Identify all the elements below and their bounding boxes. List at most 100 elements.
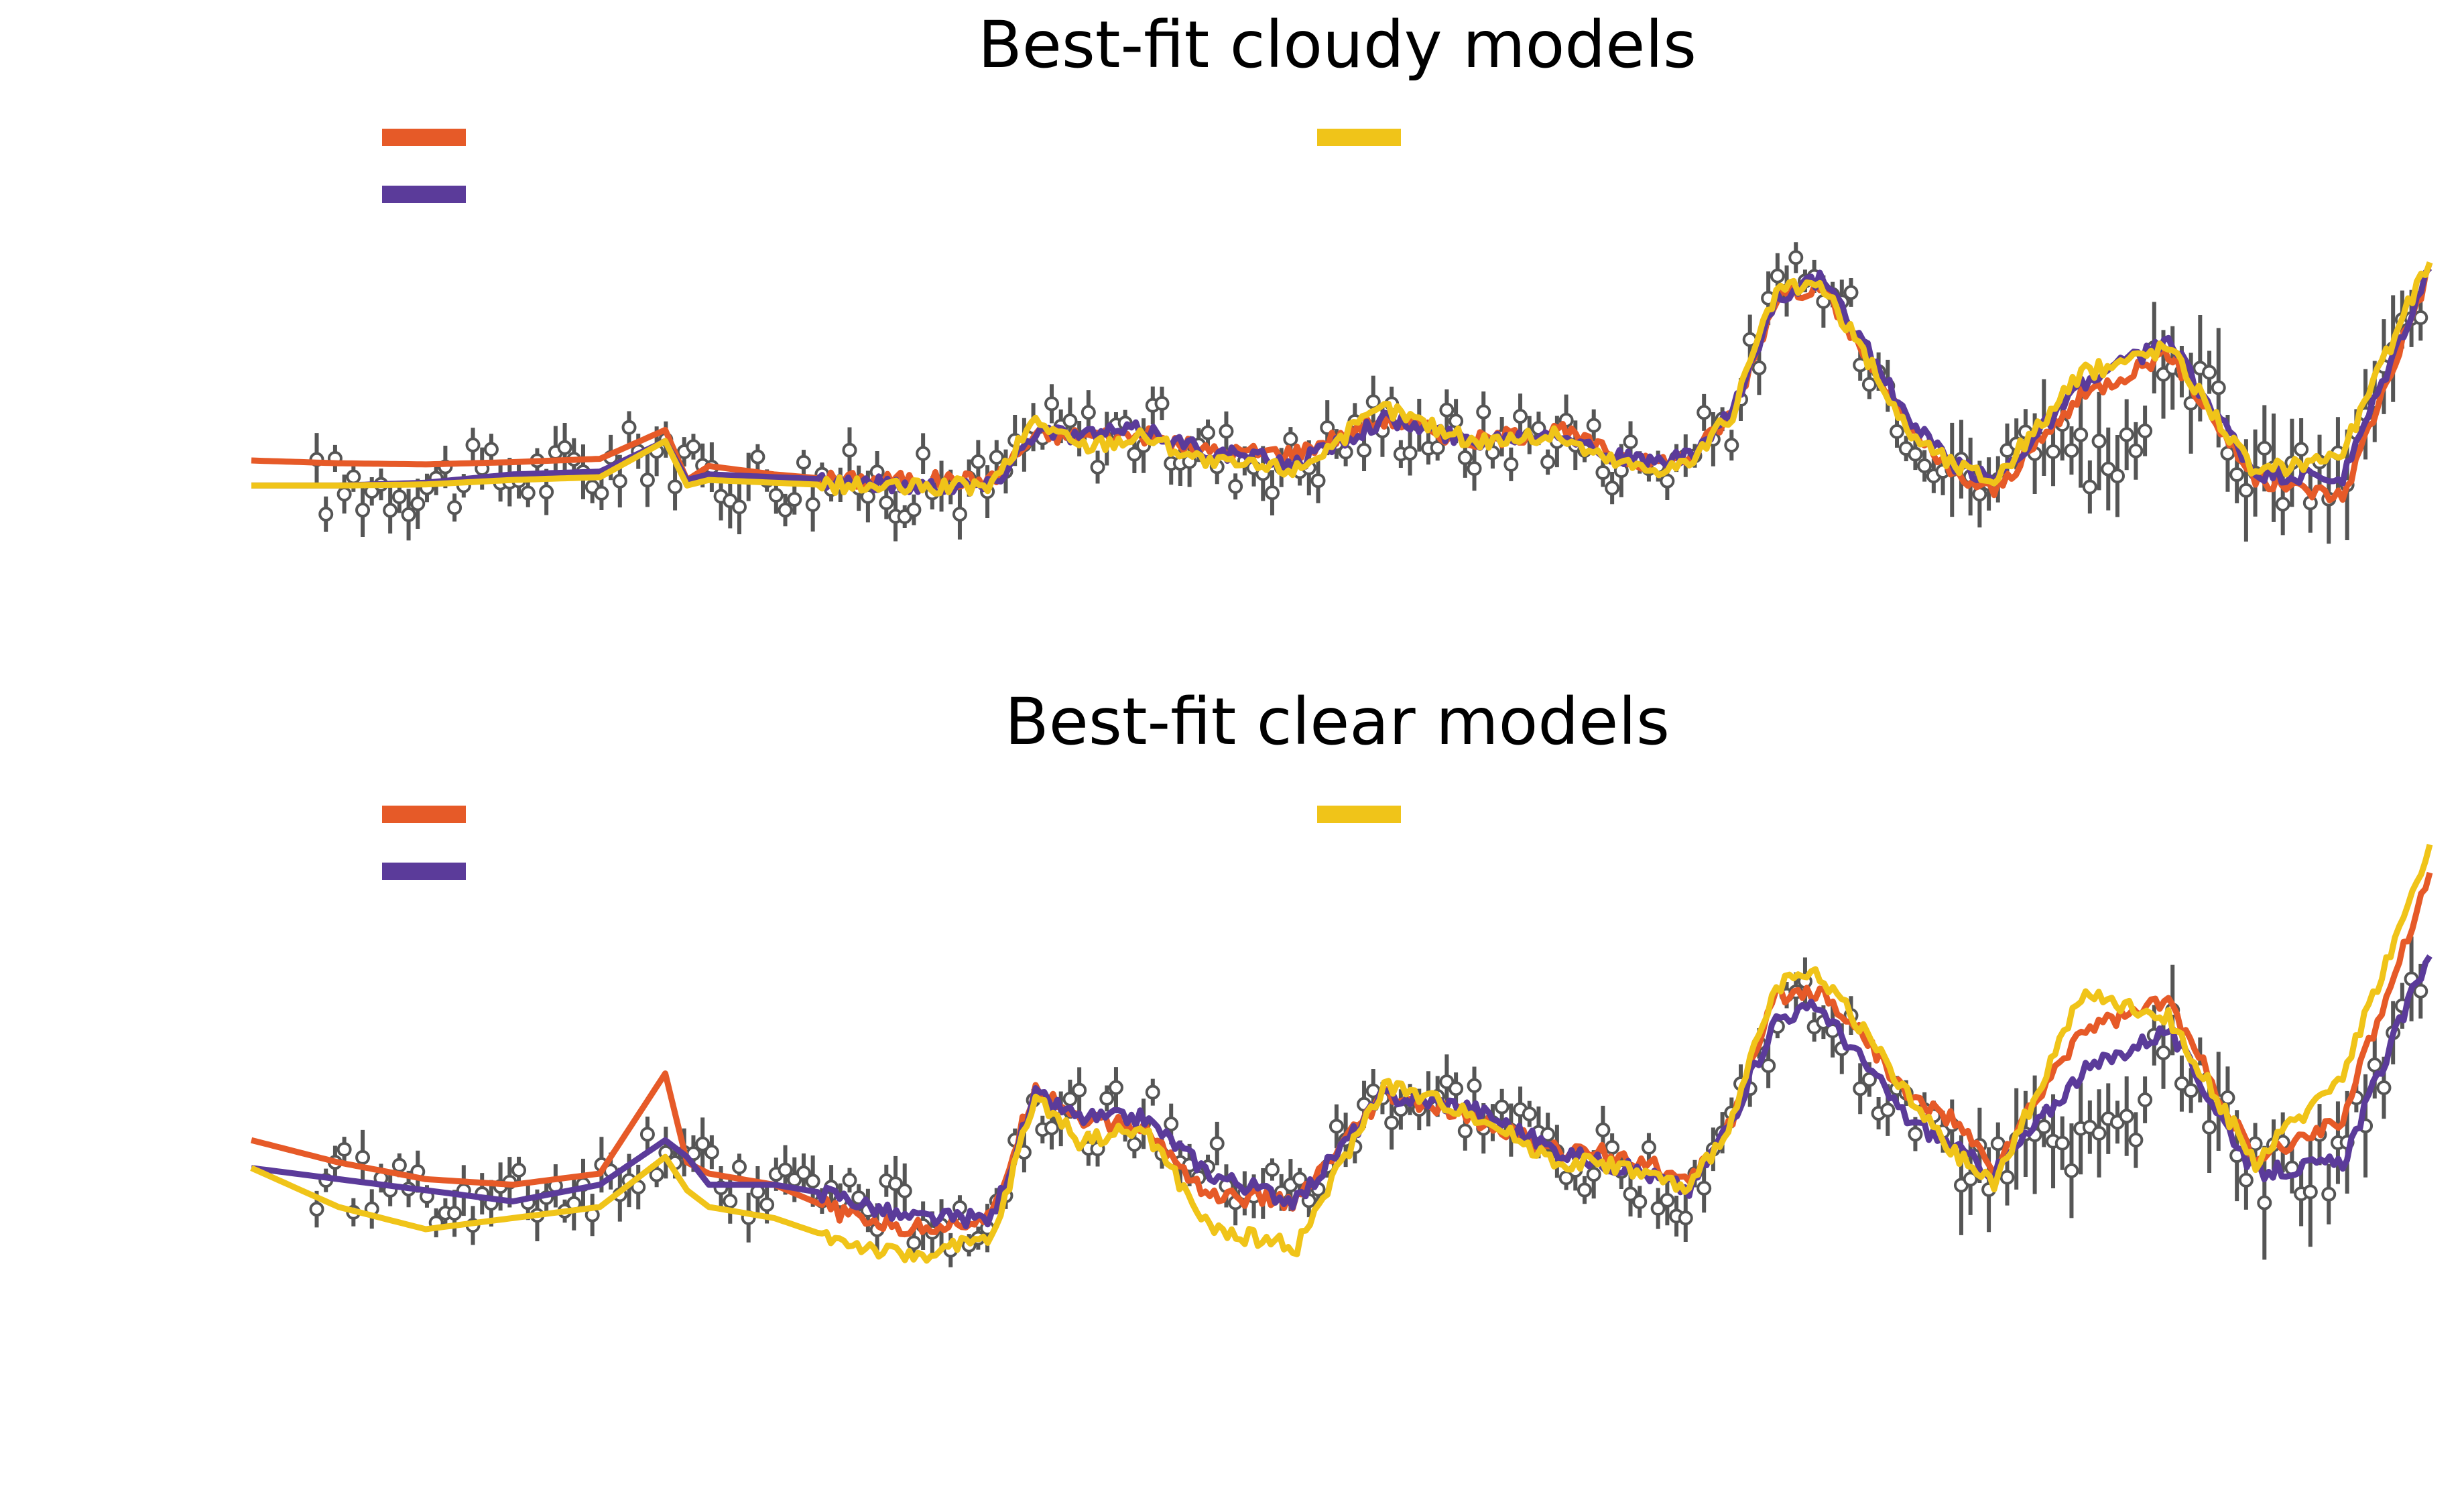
observation-point (1062, 413, 1078, 428)
observation-point (1209, 1136, 1225, 1151)
observation-point (1127, 446, 1142, 462)
observation-point (1072, 1082, 1087, 1098)
observation-point (2064, 443, 2079, 458)
observation-point (1154, 395, 1170, 411)
observation-point (1641, 1140, 1656, 1155)
observation-point (723, 1194, 738, 1209)
observation-point (639, 1127, 655, 1142)
observation-point (336, 487, 352, 502)
legend-clear (382, 806, 1401, 880)
observation-point (879, 495, 894, 511)
observation-point (952, 507, 967, 522)
observation-point (1650, 1201, 1666, 1216)
observation-point (1522, 1107, 1537, 1122)
observation-point (1219, 424, 1234, 439)
observation-point (916, 446, 931, 461)
observation-point (2220, 1090, 2235, 1105)
observation-point (1090, 459, 1105, 475)
observation-point (1724, 438, 1739, 453)
observation-point (2211, 380, 2226, 395)
observation-point (1595, 1122, 1611, 1137)
observation-point (1467, 461, 1482, 477)
observation-point (1880, 1103, 1896, 1118)
observation-point (383, 503, 398, 518)
observation-point (465, 437, 481, 452)
observation-point (2109, 468, 2125, 484)
observation-point (1586, 418, 1601, 433)
observation-point (805, 497, 820, 512)
observation-point (2138, 1092, 2153, 1108)
observation-point (1099, 1090, 1115, 1106)
observation-point (1310, 473, 1326, 489)
observation-point (1449, 1081, 1464, 1096)
observation-point (2367, 1058, 2382, 1073)
observation-point (1788, 250, 1804, 265)
observation-point (2202, 365, 2217, 380)
observation-point (2302, 1184, 2318, 1200)
observation-point (759, 1197, 775, 1212)
observations-cloudy (309, 242, 2428, 544)
observation-point (1697, 1180, 1712, 1196)
observation-point (778, 503, 793, 518)
observation-point (2156, 1045, 2171, 1060)
observation-point (520, 485, 536, 501)
observation-point (906, 502, 922, 517)
observation-point (1467, 1078, 1482, 1093)
observation-point (1513, 409, 1528, 424)
observation-point (391, 1157, 407, 1173)
observation-point (1605, 481, 1620, 496)
observation-point (842, 1172, 857, 1188)
observation-point (318, 507, 334, 522)
panel-title-clear: Best-fit clear models (1005, 684, 1670, 759)
observation-point (2091, 1125, 2107, 1141)
observation-point (2220, 446, 2235, 461)
observation-point (971, 454, 986, 469)
observation-point (1494, 1099, 1510, 1115)
model-lines-cloudy (251, 261, 2433, 503)
observation-point (2138, 423, 2153, 438)
observation-point (888, 1176, 904, 1192)
observation-point (2376, 1080, 2392, 1095)
observation-point (1761, 1058, 1776, 1074)
observation-point (1908, 1127, 1923, 1142)
observation-point (768, 488, 784, 503)
observation-point (1917, 458, 1932, 474)
observation-point (1044, 1120, 1060, 1135)
observation-point (2119, 1109, 2134, 1124)
observation-point (906, 1235, 922, 1251)
observation-point (1357, 442, 1372, 458)
observation-point (1770, 268, 1785, 284)
observation-point (1963, 1172, 1978, 1187)
observation-point (2036, 1119, 2052, 1135)
observation-point (796, 1166, 811, 1181)
observation-point (447, 1206, 463, 1221)
observation-point (511, 1163, 527, 1178)
observation-point (796, 454, 811, 470)
observation-point (1402, 446, 1418, 461)
observation-point (639, 473, 655, 488)
observation-point (2238, 1172, 2254, 1188)
observation-point (1200, 425, 1216, 440)
observations-clear (309, 936, 2428, 1267)
observation-point (355, 503, 371, 518)
model-line-2 (251, 954, 2432, 1230)
observation-point (401, 507, 416, 522)
observation-point (2064, 1163, 2079, 1178)
observation-point (2046, 444, 2061, 459)
observation-point (732, 499, 747, 515)
observation-point (309, 1202, 324, 1217)
legend-cloudy (382, 129, 1401, 203)
observation-point (778, 1162, 793, 1178)
observation-point (1283, 432, 1298, 447)
observation-point (2294, 442, 2309, 457)
observation-point (1605, 1139, 1620, 1155)
observation-point (1632, 1194, 1648, 1210)
observation-point (1540, 1127, 1556, 1142)
observation-point (391, 489, 407, 505)
observation-point (2128, 443, 2144, 458)
observation-point (695, 1136, 711, 1151)
observation-point (557, 440, 572, 455)
observation-point (1660, 473, 1675, 489)
observation-point (1540, 454, 1556, 470)
